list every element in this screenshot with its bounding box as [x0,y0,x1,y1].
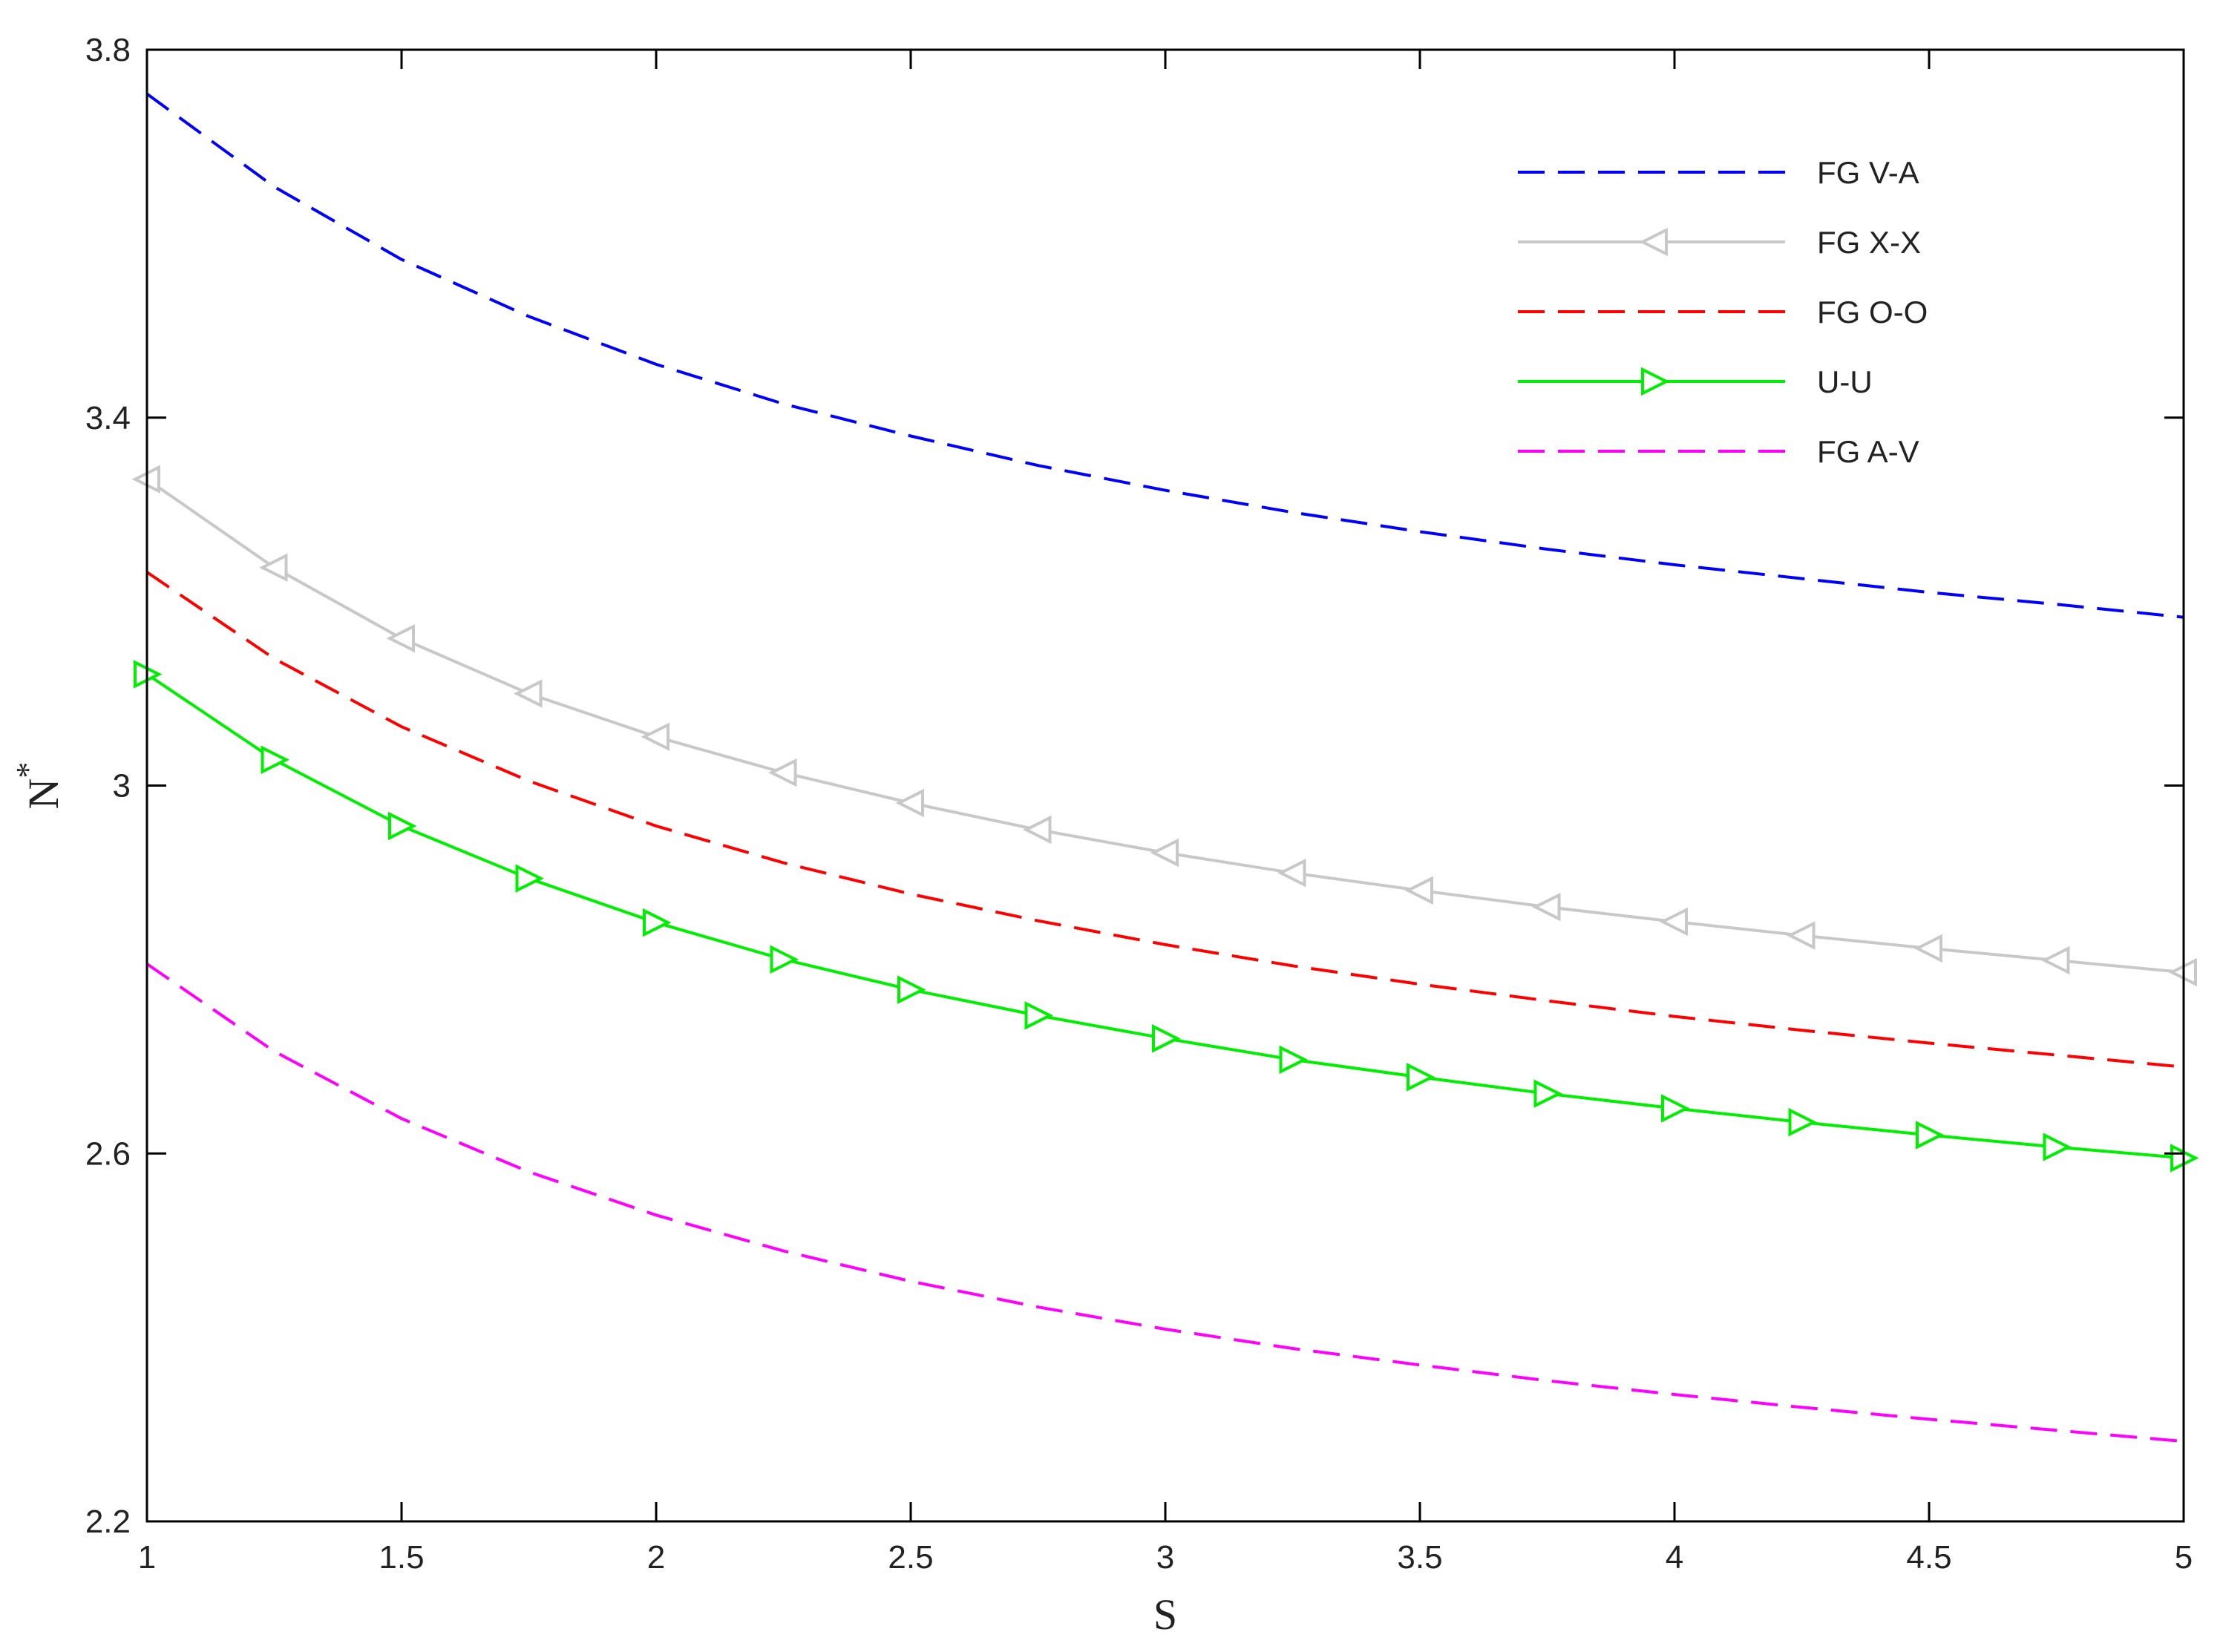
x-tick-label: 5 [2175,1539,2193,1576]
data-point-u-u [1788,1107,1817,1137]
series-line-fg-a-v [145,963,2184,1443]
x-tick-label: 1 [138,1539,156,1576]
legend-marker-u-u [1641,367,1670,396]
y-axis-title-text: N* [10,762,68,810]
y-tick-label: 2.6 [85,1135,131,1172]
data-point-fg-x-x [1277,859,1306,888]
data-point-fg-x-x [768,758,797,787]
legend-label-fg-v-a: FG V-A [1817,155,1919,190]
data-point-u-u [1661,1094,1690,1123]
data-point-fg-x-x [1532,892,1561,922]
y-axis-title: N* [10,762,68,810]
data-point-u-u [897,975,926,1004]
data-point-u-u [1916,1121,1945,1150]
x-tick-label: 3.5 [1397,1539,1442,1576]
data-point-u-u [2043,1133,2072,1161]
y-tick-label: 3.4 [85,400,131,436]
x-tick-label: 1.5 [379,1539,424,1576]
data-point-fg-x-x [514,679,543,708]
data-point-u-u [643,908,672,937]
data-point-fg-x-x [386,623,415,653]
axes-layer: 1 1.5 2 2.5 3 3.5 4 4.5 5 2.2 2.6 3 3.4 3.8 [85,32,2193,1576]
data-point-u-u [1024,1001,1053,1030]
data-point-fg-x-x [1659,907,1688,937]
data-point-u-u [1533,1079,1562,1108]
series-line-fg-v-a [145,92,2184,619]
data-point-u-u [261,745,289,775]
legend-label-fg-x-x: FG X-X [1817,225,1921,260]
legend-label-u-u: U-U [1817,364,1873,399]
data-point-fg-x-x [1787,921,1816,950]
data-point-u-u [1407,1063,1435,1092]
x-tick-label: 2.5 [888,1539,933,1576]
data-point-fg-x-x [2041,945,2070,975]
x-tick-label: 4.5 [1906,1539,1951,1576]
data-point-u-u [388,811,417,841]
x-tick-label: 4 [1666,1539,1683,1576]
y-axis-title-main: N [19,779,68,810]
x-tick-label: 2 [647,1539,665,1576]
data-point-fg-x-x [1404,876,1433,905]
data-point-fg-x-x [1150,838,1179,868]
data-point-fg-x-x [259,553,288,583]
y-tick-label: 2.2 [85,1504,131,1540]
x-tick-label: 3 [1156,1539,1174,1576]
data-point-fg-x-x [895,788,924,818]
data-point-u-u [1152,1024,1181,1053]
data-point-u-u [770,945,799,974]
data-point-u-u [515,864,544,893]
series-layer [131,92,2199,1443]
legend-label-fg-o-o: FG O-O [1817,295,1928,330]
y-axis-title-superscript: * [10,762,46,779]
legend-label-fg-a-v: FG A-V [1817,434,1919,469]
data-point-u-u [1279,1045,1308,1075]
x-axis-title: S [1153,1590,1177,1639]
legend: FG V-A FG X-X FG O-O U-U FG A-V [1518,155,1928,469]
data-point-fg-x-x [1023,815,1052,845]
series-line-fg-o-o [145,571,2184,1069]
y-tick-label: 3.8 [85,32,131,68]
y-tick-label: 3 [113,768,131,804]
data-point-fg-x-x [641,722,669,752]
data-point-fg-x-x [1913,934,1942,963]
legend-marker-fg-x-x [1639,227,1668,257]
